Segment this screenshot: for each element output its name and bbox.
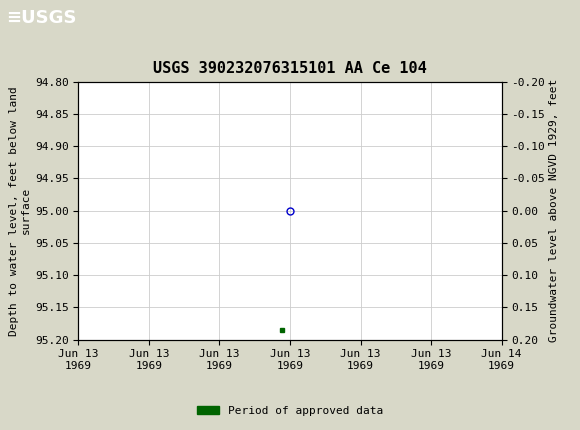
Legend: Period of approved data: Period of approved data (193, 401, 387, 420)
Y-axis label: Groundwater level above NGVD 1929, feet: Groundwater level above NGVD 1929, feet (549, 79, 559, 342)
Title: USGS 390232076315101 AA Ce 104: USGS 390232076315101 AA Ce 104 (153, 61, 427, 77)
Text: ≡USGS: ≡USGS (6, 9, 77, 27)
Y-axis label: Depth to water level, feet below land
surface: Depth to water level, feet below land su… (9, 86, 31, 335)
